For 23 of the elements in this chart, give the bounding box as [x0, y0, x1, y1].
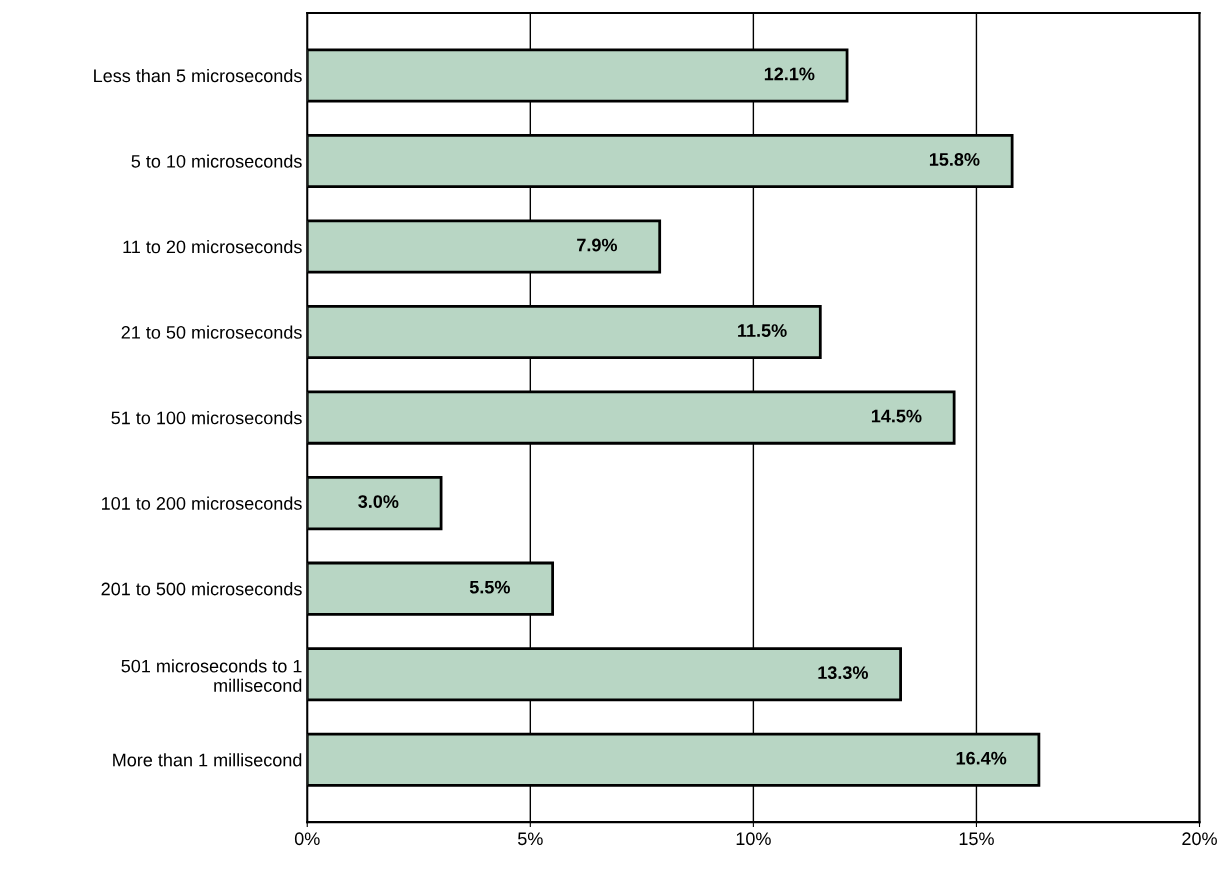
y-tick-label: 101 to 200 microseconds	[102, 496, 302, 510]
data-label: 16.4%	[956, 751, 1007, 765]
y-tick-label: 5 to 10 microseconds	[131, 154, 302, 168]
x-tick-label: 20%	[1182, 832, 1217, 846]
x-tick-label: 0%	[294, 832, 320, 846]
data-label: 7.9%	[577, 238, 618, 252]
data-label: 3.0%	[358, 495, 399, 508]
y-tick-label: 201 to 500 microseconds	[101, 582, 302, 596]
data-label: 12.1%	[764, 67, 815, 81]
data-label: 13.3%	[818, 666, 868, 680]
x-tick-label: 5%	[517, 832, 543, 846]
y-tick-label: Less than 5 microseconds	[94, 68, 302, 83]
y-tick-label: More than 1 millisecond	[113, 753, 302, 767]
x-tick-label: 10%	[736, 832, 771, 846]
x-tick-label: 15%	[959, 832, 994, 846]
data-label: 15.8%	[929, 153, 980, 166]
data-label: 11.5%	[738, 324, 787, 337]
y-tick-label: 51 to 100 microseconds	[111, 411, 302, 425]
y-tick-label: 21 to 50 microseconds	[121, 325, 302, 339]
y-tick-label: 501 microseconds to 1 millisecond	[121, 659, 302, 692]
y-tick-label: 11 to 20 microseconds	[123, 240, 302, 254]
data-label: 14.5%	[871, 409, 922, 423]
data-label: 5.5%	[469, 580, 510, 594]
